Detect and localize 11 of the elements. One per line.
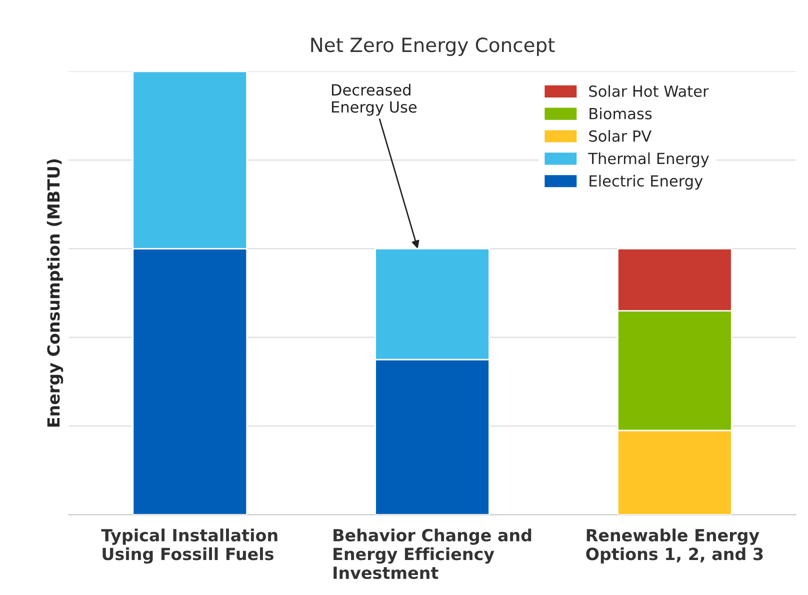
x-tick-label: Typical Installation Using Fossill Fuels [101,528,278,564]
legend-label: Electric Energy [590,174,703,190]
y-axis-title: Energy Consumption (MBTU) [46,159,64,427]
annotation: Decreased Energy Use [332,84,417,116]
legend-label: Biomass [590,108,652,120]
x-tick-label: Renewable Energy Options 1, 2, and 3 [586,528,763,564]
x-tick-label: Behavior Change and Energy Efficiency Investment [334,528,532,580]
chart-title: Net Zero Energy Concept [311,38,555,56]
legend-label: Thermal Energy [588,152,709,168]
legend-label: Solar PV [589,130,652,142]
legend-label: Solar Hot Water [589,85,709,97]
